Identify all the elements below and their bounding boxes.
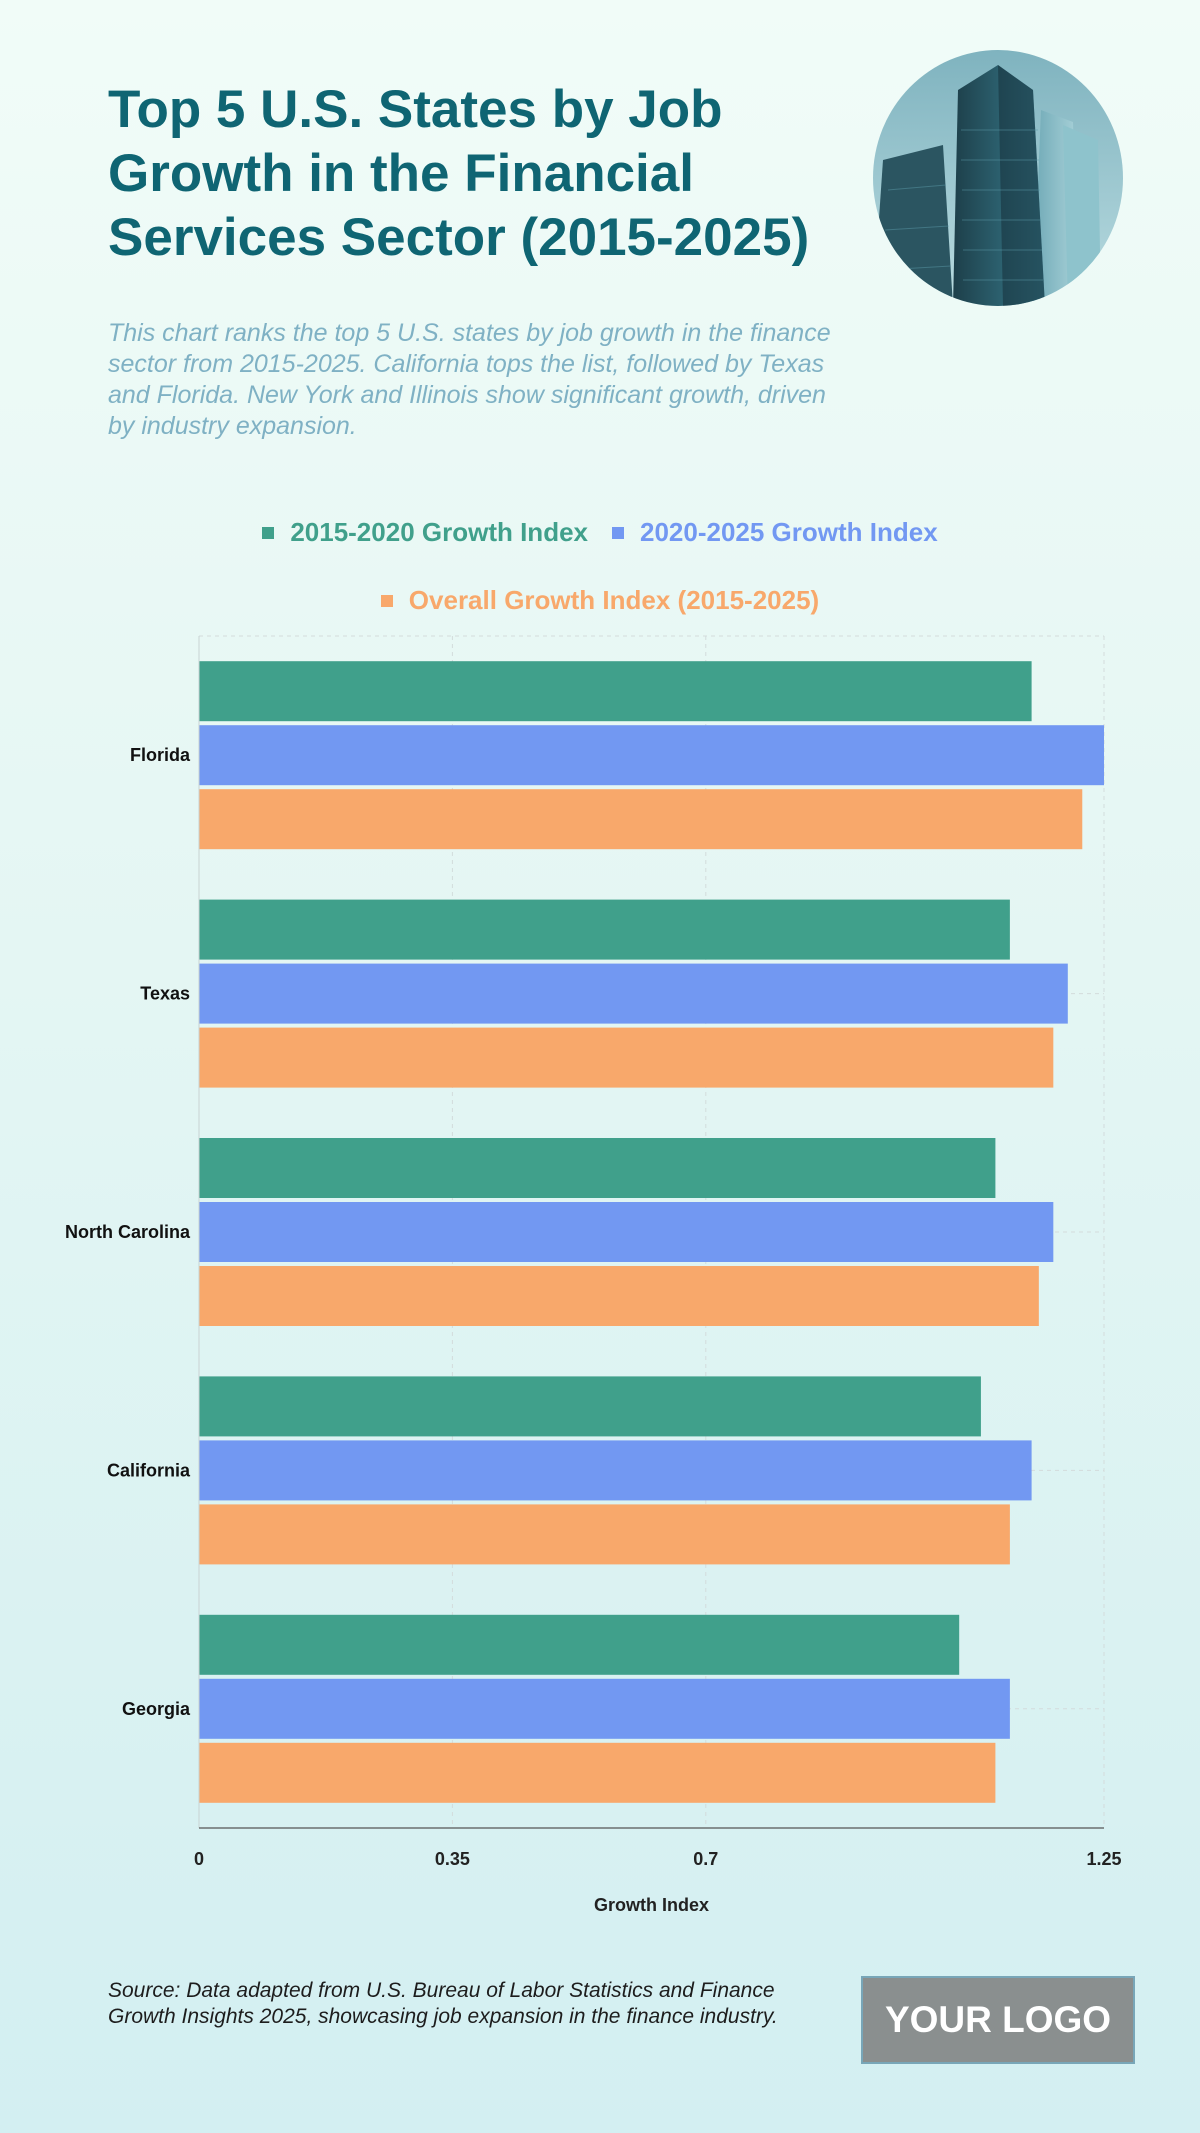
bar — [199, 1440, 1032, 1500]
x-tick-label: 0 — [194, 1849, 204, 1869]
bar — [199, 900, 1010, 960]
source-note: Source: Data adapted from U.S. Bureau of… — [108, 1978, 788, 2030]
bar — [199, 661, 1032, 721]
bar-chart: 0 0.35 0.7 1.25 Florida Texas North Carolina Ca… — [0, 0, 1200, 2133]
y-category-label: Georgia — [122, 1699, 191, 1719]
y-category-label: Florida — [130, 745, 191, 765]
bar — [199, 1376, 981, 1436]
bar — [199, 964, 1068, 1024]
bar — [199, 1138, 995, 1198]
bar — [199, 1743, 995, 1803]
y-category-label: North Carolina — [65, 1222, 191, 1242]
y-category-label: Texas — [140, 984, 190, 1004]
bar — [199, 789, 1082, 849]
x-tick-label: 0.7 — [693, 1849, 718, 1869]
bar — [199, 725, 1104, 785]
logo-placeholder: YOUR LOGO — [861, 1976, 1135, 2064]
y-category-label: California — [107, 1460, 191, 1480]
x-tick-label: 0.35 — [435, 1849, 470, 1869]
logo-text: YOUR LOGO — [885, 1999, 1111, 2041]
x-axis-title: Growth Index — [594, 1895, 709, 1915]
bar — [199, 1504, 1010, 1564]
bar — [199, 1266, 1039, 1326]
bar — [199, 1615, 959, 1675]
x-tick-label: 1.25 — [1086, 1849, 1121, 1869]
bar — [199, 1202, 1053, 1262]
bar — [199, 1679, 1010, 1739]
bar — [199, 1028, 1053, 1088]
